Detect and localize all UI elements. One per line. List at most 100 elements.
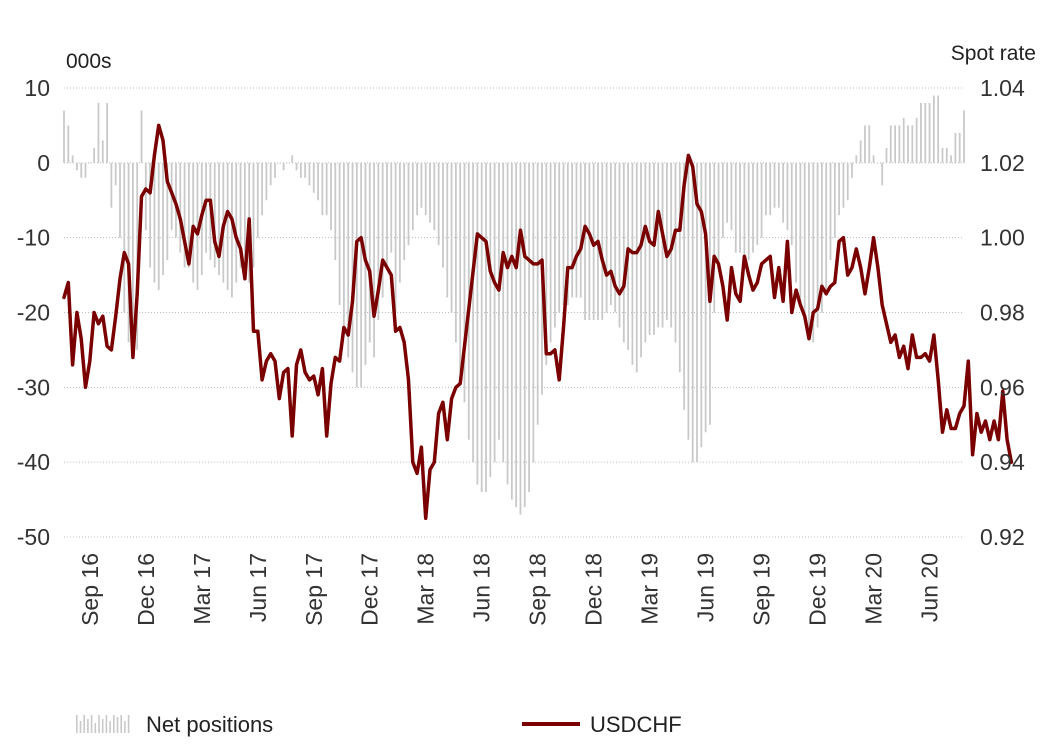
net-position-bar bbox=[192, 162, 195, 283]
net-position-bar bbox=[631, 162, 634, 365]
legend-bar-mark bbox=[116, 717, 119, 733]
net-position-bar bbox=[704, 162, 707, 433]
right-tick-label: 0.94 bbox=[980, 449, 1025, 475]
net-position-bar bbox=[760, 162, 763, 238]
net-position-bar bbox=[153, 162, 156, 283]
legend-bar-mark bbox=[76, 715, 78, 733]
net-position-bar bbox=[678, 162, 681, 373]
left-tick-label: 0 bbox=[37, 150, 50, 176]
net-position-bar bbox=[687, 162, 690, 440]
x-tick-label: Sep 19 bbox=[749, 553, 775, 626]
net-position-bar bbox=[812, 162, 815, 343]
x-tick-label: Dec 19 bbox=[805, 553, 831, 626]
net-position-bar bbox=[325, 162, 328, 216]
legend-bar-mark bbox=[120, 715, 122, 733]
net-position-bar bbox=[945, 147, 948, 163]
net-position-bar bbox=[954, 132, 957, 163]
net-position-bar bbox=[429, 162, 431, 223]
right-tick-label: 0.92 bbox=[980, 524, 1025, 550]
net-position-bar bbox=[838, 162, 841, 216]
net-position-bar bbox=[472, 162, 474, 463]
net-position-bar bbox=[261, 162, 263, 216]
net-position-bar bbox=[601, 162, 604, 320]
net-position-bar bbox=[351, 162, 354, 373]
net-position-bar bbox=[373, 162, 375, 358]
x-tick-label: Dec 18 bbox=[581, 553, 607, 626]
net-position-bar bbox=[842, 162, 845, 208]
left-tick-label: -10 bbox=[17, 225, 50, 251]
net-position-bar bbox=[338, 162, 341, 306]
net-position-bar bbox=[498, 162, 500, 440]
net-position-bar bbox=[308, 162, 311, 186]
net-position-bar bbox=[205, 162, 208, 253]
net-position-bar bbox=[907, 125, 909, 163]
net-positions-bars bbox=[63, 95, 965, 515]
net-position-bar bbox=[605, 162, 608, 313]
net-position-bar bbox=[183, 162, 186, 268]
net-position-bar bbox=[433, 162, 436, 231]
net-position-bar bbox=[381, 162, 384, 298]
legend-usdchf-label: USDCHF bbox=[590, 712, 682, 737]
legend-bar-mark bbox=[94, 723, 97, 733]
net-position-bar bbox=[950, 155, 952, 163]
net-position-bar bbox=[446, 162, 449, 298]
legend-bar-mark bbox=[127, 715, 130, 733]
net-position-bar bbox=[721, 162, 724, 238]
net-position-bar bbox=[321, 162, 324, 216]
net-position-bar bbox=[554, 162, 556, 328]
net-position-bar bbox=[644, 162, 647, 343]
net-position-bar bbox=[868, 125, 871, 163]
net-position-bar bbox=[558, 162, 561, 313]
net-position-bar bbox=[657, 162, 660, 328]
net-position-bar bbox=[782, 162, 785, 223]
net-position-bar bbox=[213, 162, 216, 268]
left-tick-label: -50 bbox=[17, 524, 50, 550]
net-position-bar bbox=[235, 162, 238, 283]
net-position-bar bbox=[820, 162, 823, 313]
net-position-bar bbox=[622, 162, 625, 343]
net-position-bar bbox=[717, 162, 720, 268]
net-position-bar bbox=[187, 162, 190, 268]
net-position-bar bbox=[653, 162, 655, 335]
net-position-bar bbox=[799, 162, 802, 306]
net-position-bar bbox=[937, 95, 940, 163]
net-position-bar bbox=[218, 162, 220, 276]
legend-bar-mark bbox=[98, 715, 100, 733]
x-tick-label: Mar 20 bbox=[861, 553, 887, 625]
net-position-bar bbox=[71, 155, 74, 163]
net-position-bar bbox=[566, 162, 569, 306]
x-tick-label: Mar 17 bbox=[189, 553, 215, 625]
left-tick-label: -30 bbox=[17, 374, 50, 400]
net-position-bar bbox=[144, 162, 147, 231]
net-position-bar bbox=[510, 162, 513, 500]
net-position-bar bbox=[179, 162, 182, 253]
net-position-bar bbox=[756, 162, 759, 246]
net-position-bar bbox=[924, 102, 927, 163]
legend-bars-icon bbox=[76, 715, 130, 733]
legend-bar-mark bbox=[79, 721, 82, 733]
net-position-bar bbox=[747, 162, 750, 261]
net-position-bar bbox=[403, 162, 406, 261]
right-tick-label: 1.02 bbox=[980, 150, 1025, 176]
net-position-bar bbox=[269, 162, 272, 186]
net-position-bar bbox=[941, 147, 944, 163]
x-tick-label: Sep 16 bbox=[77, 553, 103, 626]
net-position-bar bbox=[131, 162, 134, 350]
net-position-bar bbox=[493, 162, 496, 463]
legend-bar-mark bbox=[124, 721, 126, 733]
x-tick-label: Jun 20 bbox=[917, 553, 943, 622]
net-position-bar bbox=[816, 162, 819, 328]
x-axis-ticks: Sep 16 Dec 16 Mar 17 Jun 17 Sep 17 Dec 17 Mar … bbox=[77, 553, 943, 626]
net-position-bar bbox=[769, 162, 772, 216]
net-position-bar bbox=[416, 162, 419, 216]
net-position-bar bbox=[274, 162, 276, 178]
net-position-bar bbox=[287, 162, 289, 164]
net-position-bar bbox=[93, 147, 96, 163]
legend-bar-mark bbox=[101, 719, 104, 733]
net-position-bar bbox=[700, 162, 703, 448]
net-position-bar bbox=[63, 110, 65, 163]
legend-bar-mark bbox=[105, 715, 108, 733]
net-position-bar bbox=[97, 102, 100, 163]
x-tick-label: Dec 16 bbox=[133, 553, 159, 626]
net-position-bar bbox=[765, 162, 767, 216]
